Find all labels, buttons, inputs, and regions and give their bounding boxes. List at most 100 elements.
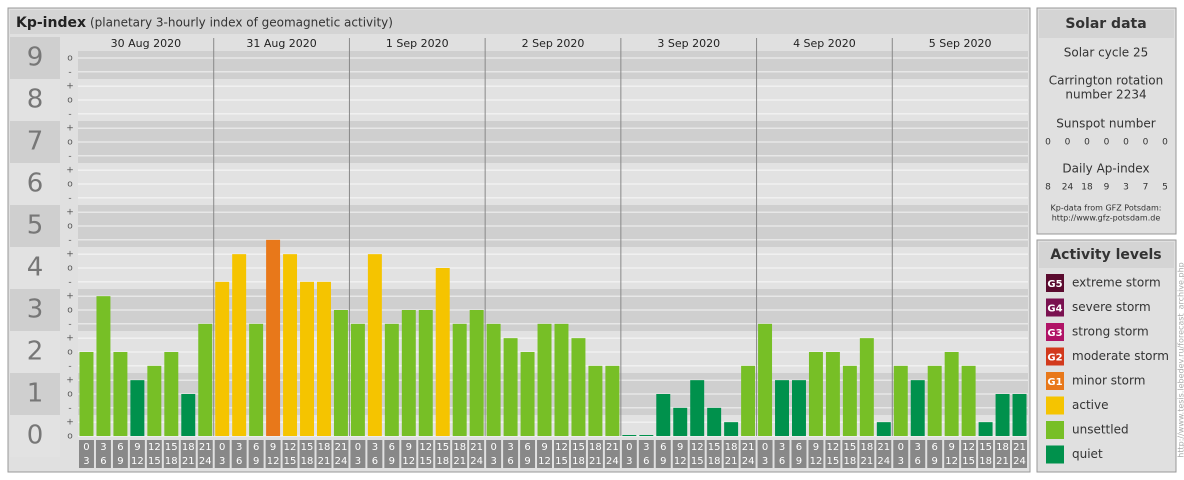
- x-cell: [197, 440, 213, 468]
- x-tick-label: 24: [470, 456, 483, 467]
- x-cell: [486, 440, 502, 468]
- x-cell: [537, 440, 552, 468]
- x-tick-label: 12: [267, 456, 280, 467]
- x-tick-label: 15: [708, 442, 721, 453]
- x-tick-label: 12: [810, 456, 823, 467]
- x-tick-label: 21: [453, 456, 466, 467]
- legend-label: minor storm: [1072, 374, 1145, 388]
- x-tick-label: 9: [253, 456, 259, 467]
- x-tick-label: 3: [100, 442, 106, 453]
- x-tick-label: 0: [355, 442, 361, 453]
- x-tick-label: 0: [219, 442, 225, 453]
- y-minor-label: +: [66, 208, 74, 218]
- x-cell: [978, 440, 994, 468]
- x-cell: [604, 440, 620, 468]
- y-minor-label: -: [68, 67, 71, 77]
- x-cell: [723, 440, 739, 468]
- day-label: 3 Sep 2020: [657, 37, 720, 50]
- x-tick-label: 15: [979, 442, 992, 453]
- y-minor-label: -: [68, 235, 71, 245]
- bar: [741, 365, 756, 436]
- bar: [554, 323, 569, 436]
- legend-label: active: [1072, 398, 1108, 412]
- y-minor-label: o: [67, 54, 73, 64]
- legend-swatch: [1046, 421, 1064, 439]
- y-tick-label: 2: [27, 337, 44, 367]
- bar: [367, 254, 382, 436]
- bar: [181, 394, 196, 436]
- bar: [232, 254, 247, 436]
- legend-code: G3: [1047, 328, 1062, 339]
- x-tick-label: 15: [419, 456, 432, 467]
- x-tick-label: 15: [844, 442, 857, 453]
- x-cell: [876, 440, 892, 468]
- sunspot-value: 0: [1045, 138, 1051, 148]
- x-cell: [299, 440, 315, 468]
- x-tick-label: 18: [182, 442, 195, 453]
- x-cell: [774, 440, 790, 468]
- bar: [978, 422, 993, 436]
- x-tick-label: 12: [131, 456, 144, 467]
- x-tick-label: 9: [677, 442, 683, 453]
- x-tick-label: 9: [948, 442, 954, 453]
- bar: [673, 407, 688, 436]
- x-tick-label: 12: [284, 442, 297, 453]
- x-tick-label: 21: [877, 442, 890, 453]
- y-minor-label: +: [66, 250, 74, 260]
- x-cell: [401, 440, 417, 468]
- y-cell: [10, 331, 60, 373]
- y-cell: [10, 163, 60, 205]
- y-minor-label: o: [67, 348, 73, 358]
- x-tick-label: 21: [742, 442, 755, 453]
- x-tick-label: 3: [490, 456, 496, 467]
- y-cell: [10, 415, 60, 457]
- bar: [876, 422, 891, 436]
- x-tick-label: 15: [436, 442, 449, 453]
- y-minor-label: o: [67, 138, 73, 148]
- bar: [350, 323, 365, 436]
- y-minor-label: -: [68, 151, 71, 161]
- carrington: Carrington rotation: [1049, 74, 1163, 88]
- x-cell: [129, 440, 145, 468]
- x-cell: [367, 440, 383, 468]
- x-cell: [231, 440, 247, 468]
- x-tick-label: 18: [165, 456, 178, 467]
- x-tick-label: 12: [962, 442, 975, 453]
- x-tick-label: 15: [691, 456, 704, 467]
- x-tick-label: 3: [898, 456, 904, 467]
- x-cell: [927, 440, 943, 468]
- x-tick-label: 6: [117, 442, 123, 453]
- legend-label: unsettled: [1072, 423, 1129, 437]
- y-tick-label: 4: [27, 253, 44, 283]
- bar: [690, 380, 705, 436]
- x-tick-label: 12: [945, 456, 958, 467]
- legend-code: G1: [1047, 377, 1062, 388]
- x-tick-label: 0: [490, 442, 496, 453]
- x-tick-label: 9: [117, 456, 123, 467]
- x-tick-label: 15: [301, 442, 314, 453]
- x-tick-label: 15: [284, 456, 297, 467]
- y-tick-label: 0: [27, 421, 44, 451]
- x-cell: [740, 440, 756, 468]
- x-tick-label: 12: [148, 442, 161, 453]
- x-tick-label: 3: [372, 442, 378, 453]
- legend-label: moderate storm: [1072, 349, 1169, 363]
- x-tick-label: 18: [844, 456, 857, 467]
- x-tick-label: 6: [796, 442, 802, 453]
- x-cell: [621, 440, 637, 468]
- bar: [164, 352, 179, 436]
- x-cell: [418, 440, 434, 468]
- y-minor-label: -: [68, 319, 71, 329]
- x-cell: [248, 440, 264, 468]
- y-minor-label: -: [68, 277, 71, 287]
- x-tick-label: 9: [813, 442, 819, 453]
- x-cell: [791, 440, 807, 468]
- bar: [79, 352, 94, 436]
- legend-swatch: [1046, 445, 1064, 464]
- day-label: 4 Sep 2020: [793, 37, 856, 50]
- sunspot-value: 0: [1065, 138, 1071, 148]
- x-tick-label: 18: [979, 456, 992, 467]
- y-minor-label: +: [66, 124, 74, 134]
- x-tick-label: 21: [182, 456, 195, 467]
- x-tick-label: 6: [236, 456, 242, 467]
